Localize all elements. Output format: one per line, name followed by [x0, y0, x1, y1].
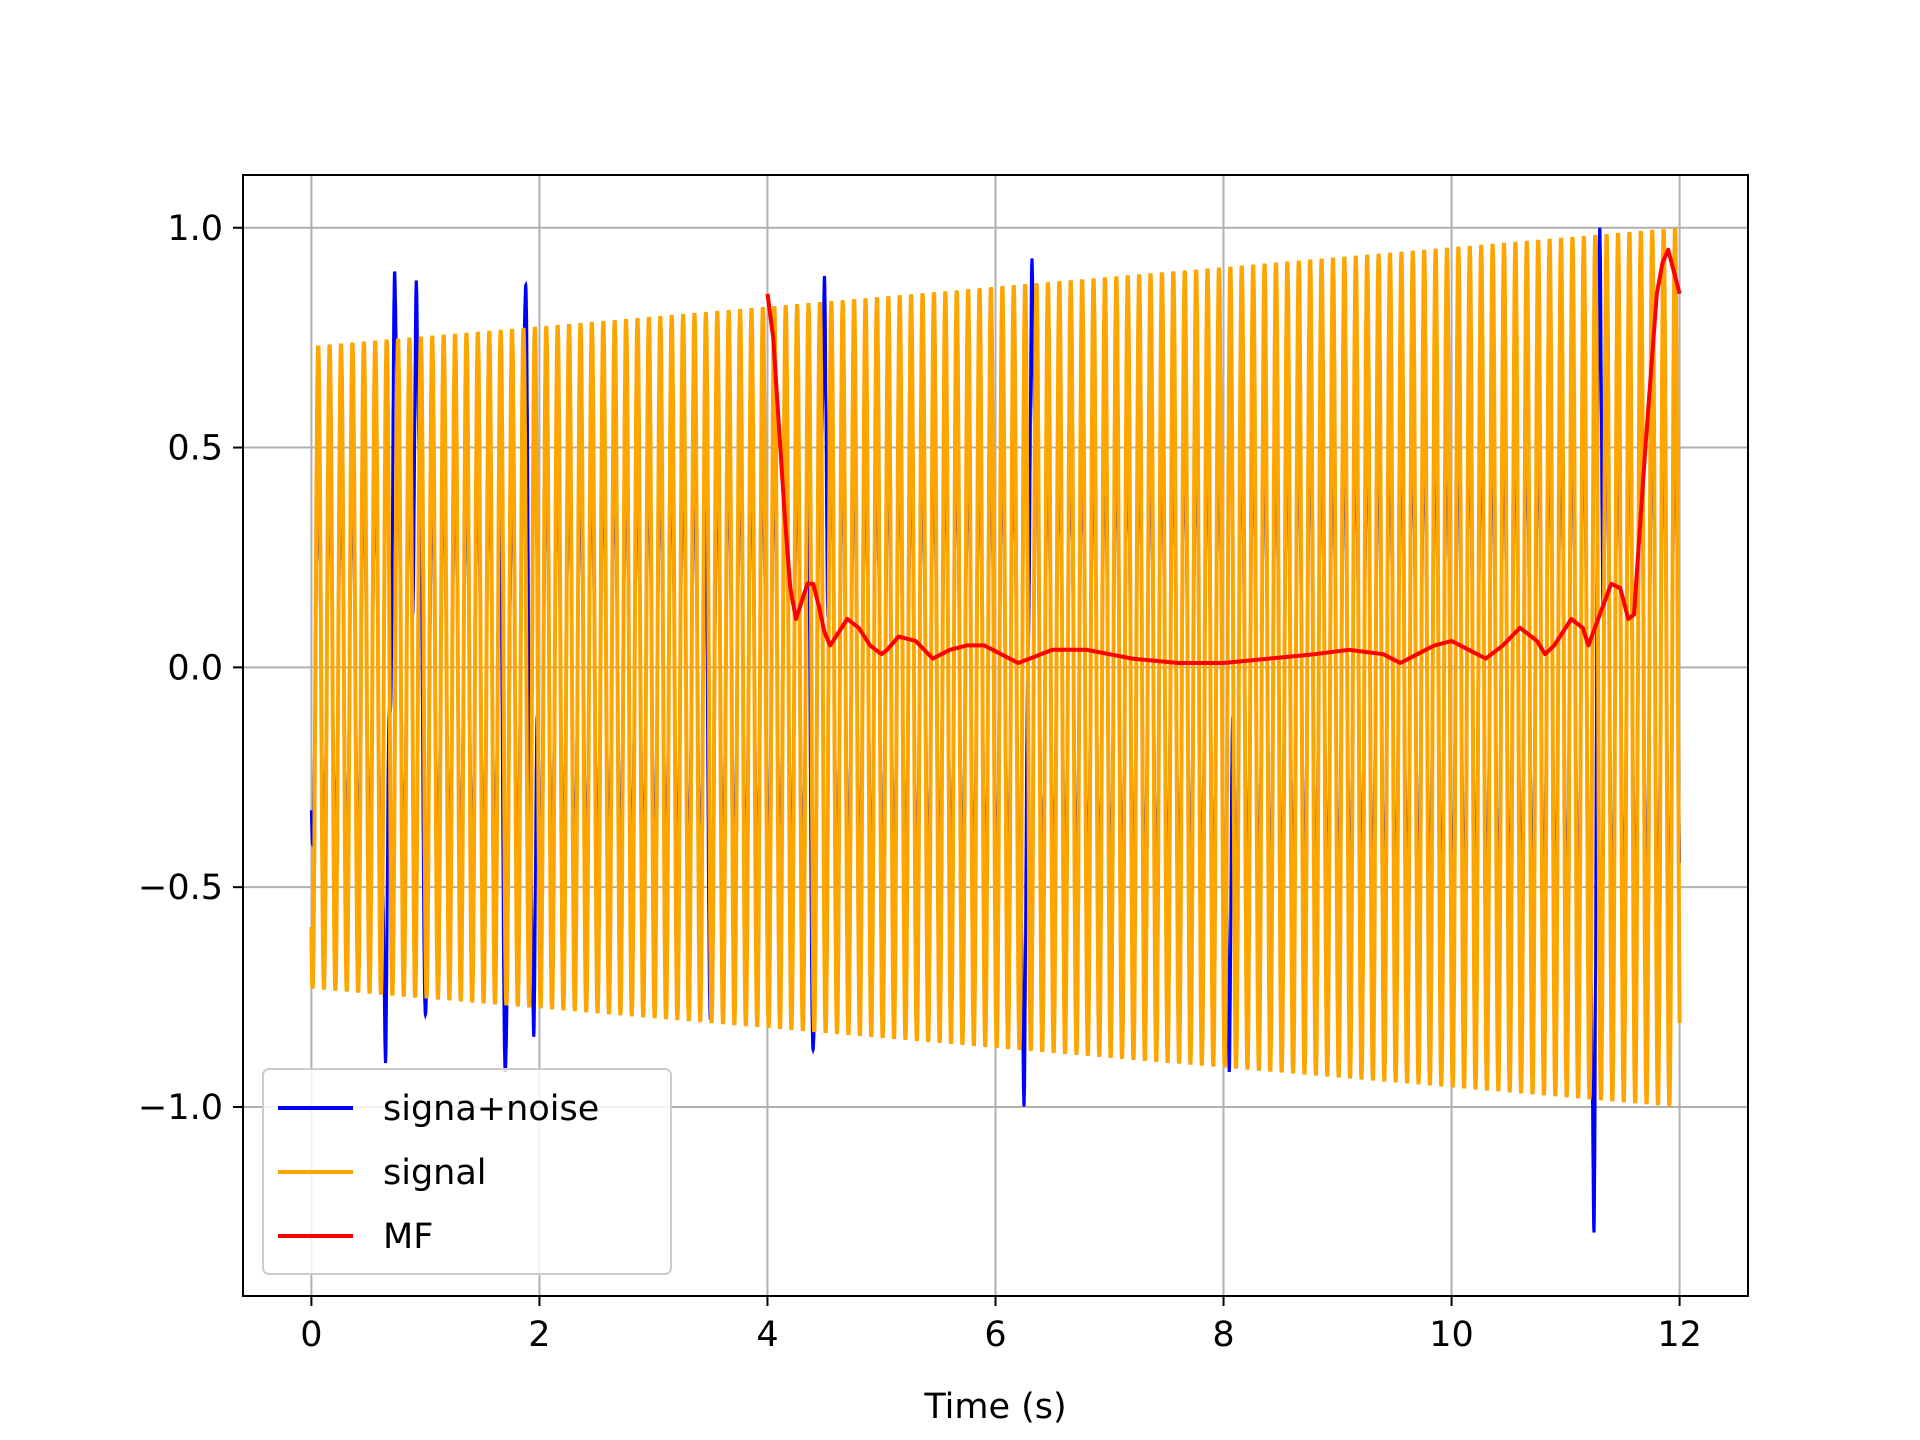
legend-box	[262, 1068, 672, 1275]
legend: signa+noise signal MF	[262, 1068, 672, 1275]
y-tick-label: −1.0	[138, 1088, 223, 1128]
legend-label: MF	[383, 1217, 433, 1257]
ticks: 0 2 4 6 8 10 12 −1.0 −0.5 0.0 0.5 1.0	[138, 209, 1702, 1355]
y-tick-label: −0.5	[138, 868, 223, 908]
x-tick-label: 12	[1657, 1315, 1702, 1355]
x-tick-label: 0	[300, 1315, 322, 1355]
x-tick-label: 8	[1212, 1315, 1234, 1355]
y-tick-label: 0.5	[167, 429, 223, 469]
legend-label: signa+noise	[383, 1089, 599, 1129]
plot-series	[309, 227, 1682, 1233]
y-tick-label: 1.0	[167, 209, 223, 249]
series-line-mf	[765, 247, 1682, 665]
x-axis-label: Time (s)	[923, 1387, 1066, 1427]
x-tick-label: 6	[984, 1315, 1006, 1355]
x-tick-label: 10	[1429, 1315, 1474, 1355]
y-tick-label: 0.0	[167, 648, 223, 688]
series-line-signal	[309, 227, 1682, 1107]
x-tick-label: 4	[756, 1315, 778, 1355]
legend-label: signal	[383, 1153, 487, 1193]
x-tick-label: 2	[528, 1315, 550, 1355]
